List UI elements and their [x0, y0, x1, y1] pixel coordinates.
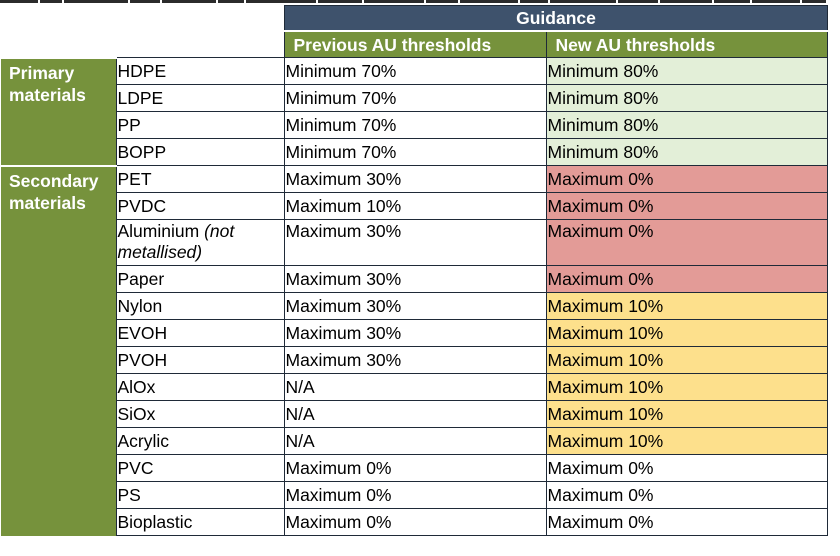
new-threshold-cell: Maximum 0% [545, 265, 828, 293]
previous-threshold-cell: Maximum 30% [283, 219, 547, 266]
group-secondary-materials: Secondary materials [1, 164, 117, 536]
previous-threshold-cell: Maximum 30% [283, 319, 547, 347]
material-cell: LDPE [115, 84, 285, 112]
previous-threshold-cell: Maximum 10% [283, 192, 547, 220]
table-row: LDPE Minimum 70% Minimum 80% [1, 84, 828, 112]
material-cell: PP [115, 111, 285, 139]
new-threshold-cell: Maximum 0% [545, 508, 828, 536]
previous-threshold-cell: Maximum 30% [283, 265, 547, 293]
previous-threshold-cell: Minimum 70% [283, 138, 547, 166]
material-cell: AlOx [115, 373, 285, 401]
new-threshold-cell: Maximum 10% [545, 427, 828, 455]
table-row: PVOH Maximum 30% Maximum 10% [1, 346, 828, 374]
table-row: PP Minimum 70% Minimum 80% [1, 111, 828, 139]
new-threshold-cell: Maximum 10% [545, 400, 828, 428]
previous-threshold-cell: Maximum 0% [283, 481, 547, 509]
au-thresholds-table: Guidance Previous AU thresholds New AU t… [1, 5, 828, 536]
new-au-thresholds-header: New AU thresholds [545, 30, 828, 58]
table-row: Aluminium (not metallised) Maximum 30% M… [1, 219, 828, 266]
table-row: BOPP Minimum 70% Minimum 80% [1, 138, 828, 166]
material-cell: PVDC [115, 192, 285, 220]
previous-threshold-cell: Minimum 70% [283, 57, 547, 85]
new-threshold-cell: Minimum 80% [545, 84, 828, 112]
material-cell: SiOx [115, 400, 285, 428]
table-row: Primary materials HDPE Minimum 70% Minim… [1, 56, 828, 166]
guidance-header: Guidance [283, 5, 828, 32]
previous-threshold-cell: Minimum 70% [283, 84, 547, 112]
header-blank [1, 5, 284, 31]
new-threshold-cell: Maximum 10% [545, 292, 828, 320]
table-row: Paper Maximum 30% Maximum 0% [1, 265, 828, 293]
material-cell: BOPP [115, 138, 285, 166]
table-row: Secondary materials PET Maximum 30% Maxi… [1, 164, 828, 536]
table-row: PVDC Maximum 10% Maximum 0% [1, 192, 828, 220]
previous-threshold-cell: N/A [283, 400, 547, 428]
new-threshold-cell: Maximum 10% [545, 319, 828, 347]
previous-threshold-cell: Minimum 70% [283, 111, 547, 139]
material-cell: Bioplastic [115, 508, 285, 536]
previous-threshold-cell: Maximum 30% [283, 292, 547, 320]
material-cell: Aluminium (not metallised) [115, 219, 285, 266]
table-row: Bioplastic Maximum 0% Maximum 0% [1, 508, 828, 536]
previous-threshold-cell: Maximum 30% [283, 346, 547, 374]
new-threshold-cell: Maximum 10% [545, 373, 828, 401]
material-cell: HDPE [115, 57, 285, 85]
material-note: (not metallised) [117, 221, 235, 262]
table-row: PS Maximum 0% Maximum 0% [1, 481, 828, 509]
new-threshold-cell: Maximum 0% [545, 219, 828, 266]
table-row: PVC Maximum 0% Maximum 0% [1, 454, 828, 482]
table-row: Acrylic N/A Maximum 10% [1, 427, 828, 455]
table-row: Nylon Maximum 30% Maximum 10% [1, 292, 828, 320]
previous-threshold-cell: N/A [283, 373, 547, 401]
header-blank [1, 31, 284, 58]
previous-au-thresholds-header: Previous AU thresholds [283, 30, 547, 58]
new-threshold-cell: Maximum 10% [545, 346, 828, 374]
cropped-text-above-table [0, 0, 840, 4]
material-cell: Nylon [115, 292, 285, 320]
material-cell: Acrylic [115, 427, 285, 455]
header-row-guidance: Guidance [1, 5, 828, 32]
table-row: AlOx N/A Maximum 10% [1, 373, 828, 401]
previous-threshold-cell: Maximum 30% [283, 165, 547, 193]
material-cell: EVOH [115, 319, 285, 347]
new-threshold-cell: Maximum 0% [545, 454, 828, 482]
previous-threshold-cell: N/A [283, 427, 547, 455]
material-cell: PET [115, 165, 285, 193]
material-cell: Paper [115, 265, 285, 293]
new-threshold-cell: Minimum 80% [545, 138, 828, 166]
previous-threshold-cell: Maximum 0% [283, 508, 547, 536]
new-threshold-cell: Maximum 0% [545, 165, 828, 193]
new-threshold-cell: Maximum 0% [545, 481, 828, 509]
new-threshold-cell: Maximum 0% [545, 192, 828, 220]
table-row: SiOx N/A Maximum 10% [1, 400, 828, 428]
group-primary-materials: Primary materials [1, 56, 117, 166]
material-cell: PVC [115, 454, 285, 482]
header-row-columns: Previous AU thresholds New AU thresholds [1, 30, 828, 58]
table-row: EVOH Maximum 30% Maximum 10% [1, 319, 828, 347]
material-name: Aluminium [117, 221, 200, 241]
material-cell: PS [115, 481, 285, 509]
material-cell: PVOH [115, 346, 285, 374]
new-threshold-cell: Minimum 80% [545, 57, 828, 85]
new-threshold-cell: Minimum 80% [545, 111, 828, 139]
previous-threshold-cell: Maximum 0% [283, 454, 547, 482]
